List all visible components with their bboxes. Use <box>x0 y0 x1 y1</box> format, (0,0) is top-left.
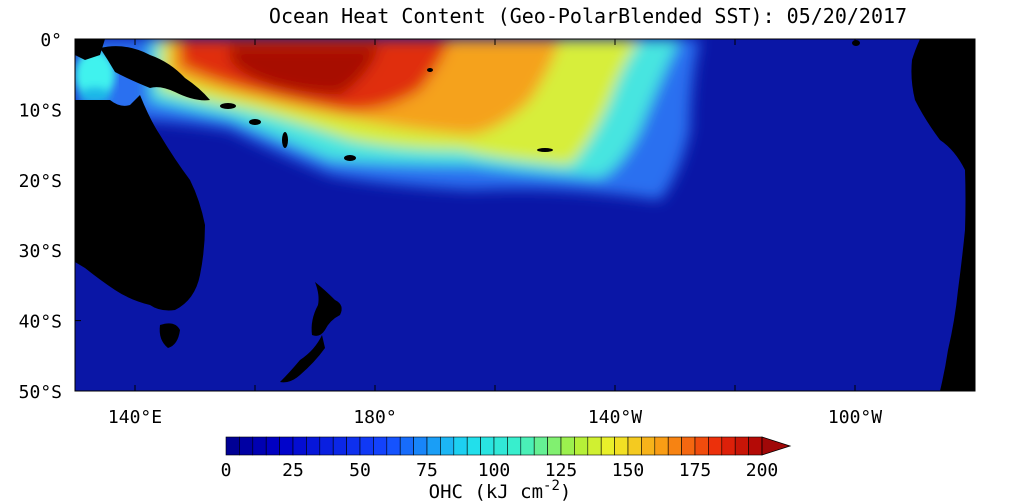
lat-label: 30°S <box>19 241 62 262</box>
colorbar-swatch <box>426 436 441 456</box>
colorbar-swatch <box>520 436 535 456</box>
colorbar-tick-label: 0 <box>221 460 232 481</box>
map-title: Ocean Heat Content (Geo-PolarBlended SST… <box>269 4 907 28</box>
colorbar-swatch <box>466 436 481 456</box>
colorbar-swatch <box>641 436 656 456</box>
land-australia <box>75 95 205 311</box>
lon-label: 180° <box>353 407 396 428</box>
land-nz-north <box>311 282 342 336</box>
colorbar-swatch <box>453 436 468 456</box>
colorbar-tick-label: 75 <box>416 460 438 481</box>
lon-label: 100°W <box>828 407 882 428</box>
colorbar-tick-label: 50 <box>349 460 371 481</box>
colorbar-swatch <box>734 436 749 456</box>
lat-label: 10°S <box>19 100 62 121</box>
map-area <box>75 39 975 391</box>
land-masses <box>75 39 975 391</box>
land-tasmania <box>159 323 180 348</box>
colorbar-swatch <box>440 436 455 456</box>
warm-pool-band <box>75 39 700 200</box>
colorbar-swatch <box>667 436 682 456</box>
colorbar-swatch <box>480 436 495 456</box>
colorbar-swatch <box>306 436 321 456</box>
land-new-guinea <box>100 46 210 101</box>
colorbar-swatch <box>359 436 374 456</box>
colorbar-swatch <box>694 436 709 456</box>
colorbar-swatch <box>319 436 334 456</box>
colorbar-swatch <box>721 436 736 456</box>
colorbar-swatch <box>332 436 347 456</box>
colorbar-swatch <box>346 436 361 456</box>
lon-label: 140°E <box>108 407 162 428</box>
colorbar-swatch <box>493 436 508 456</box>
colorbar-swatch <box>748 436 763 456</box>
latitude-axis: 0° 10°S 20°S 30°S 40°S 50°S <box>19 30 975 403</box>
colorbar <box>225 436 792 456</box>
colorbar-swatch <box>574 436 589 456</box>
colorbar-swatch <box>708 436 723 456</box>
colorbar-swatch <box>614 436 629 456</box>
colorbar-swatch <box>373 436 388 456</box>
lat-label: 20°S <box>19 171 62 192</box>
colorbar-swatch <box>386 436 401 456</box>
longitude-axis: 140°E 180° 140°W 100°W <box>108 39 882 428</box>
colorbar-swatch <box>681 436 696 456</box>
colorbar-swatch <box>252 436 267 456</box>
colorbar-swatch <box>533 436 548 456</box>
colorbar-swatch <box>225 436 240 456</box>
colorbar-swatch <box>507 436 522 456</box>
land-nz-south <box>280 335 325 383</box>
lat-label: 0° <box>40 30 62 51</box>
colorbar-swatch <box>654 436 669 456</box>
colorbar-tick-label: 200 <box>746 460 779 481</box>
colorbar-swatch <box>413 436 428 456</box>
colorbar-label: OHC (kJ cm-2) <box>429 478 572 503</box>
colorbar-swatch <box>279 436 294 456</box>
colorbar-swatch <box>547 436 562 456</box>
lon-label: 140°W <box>588 407 642 428</box>
lat-label: 50°S <box>19 382 62 403</box>
colorbar-tick-label: 100 <box>478 460 511 481</box>
colorbar-swatch <box>587 436 602 456</box>
colorbar-tick-labels: 0 25 50 75 100 125 150 175 200 <box>221 460 779 481</box>
colorbar-tick-label: 25 <box>282 460 304 481</box>
colorbar-swatch <box>265 436 280 456</box>
colorbar-swatch <box>292 436 307 456</box>
colorbar-extend-arrow <box>761 436 792 456</box>
colorbar-swatch <box>560 436 575 456</box>
colorbar-swatch <box>399 436 414 456</box>
map-frame <box>74 38 976 392</box>
colorbar-swatch <box>627 436 642 456</box>
colorbar-tick-label: 150 <box>612 460 645 481</box>
colorbar-swatch <box>239 436 254 456</box>
land-south-america <box>911 39 975 391</box>
west-warm-patch <box>75 50 115 103</box>
colorbar-tick-label: 125 <box>545 460 578 481</box>
lat-label: 40°S <box>19 312 62 333</box>
colorbar-tick-label: 175 <box>679 460 712 481</box>
colorbar-swatch <box>600 436 615 456</box>
